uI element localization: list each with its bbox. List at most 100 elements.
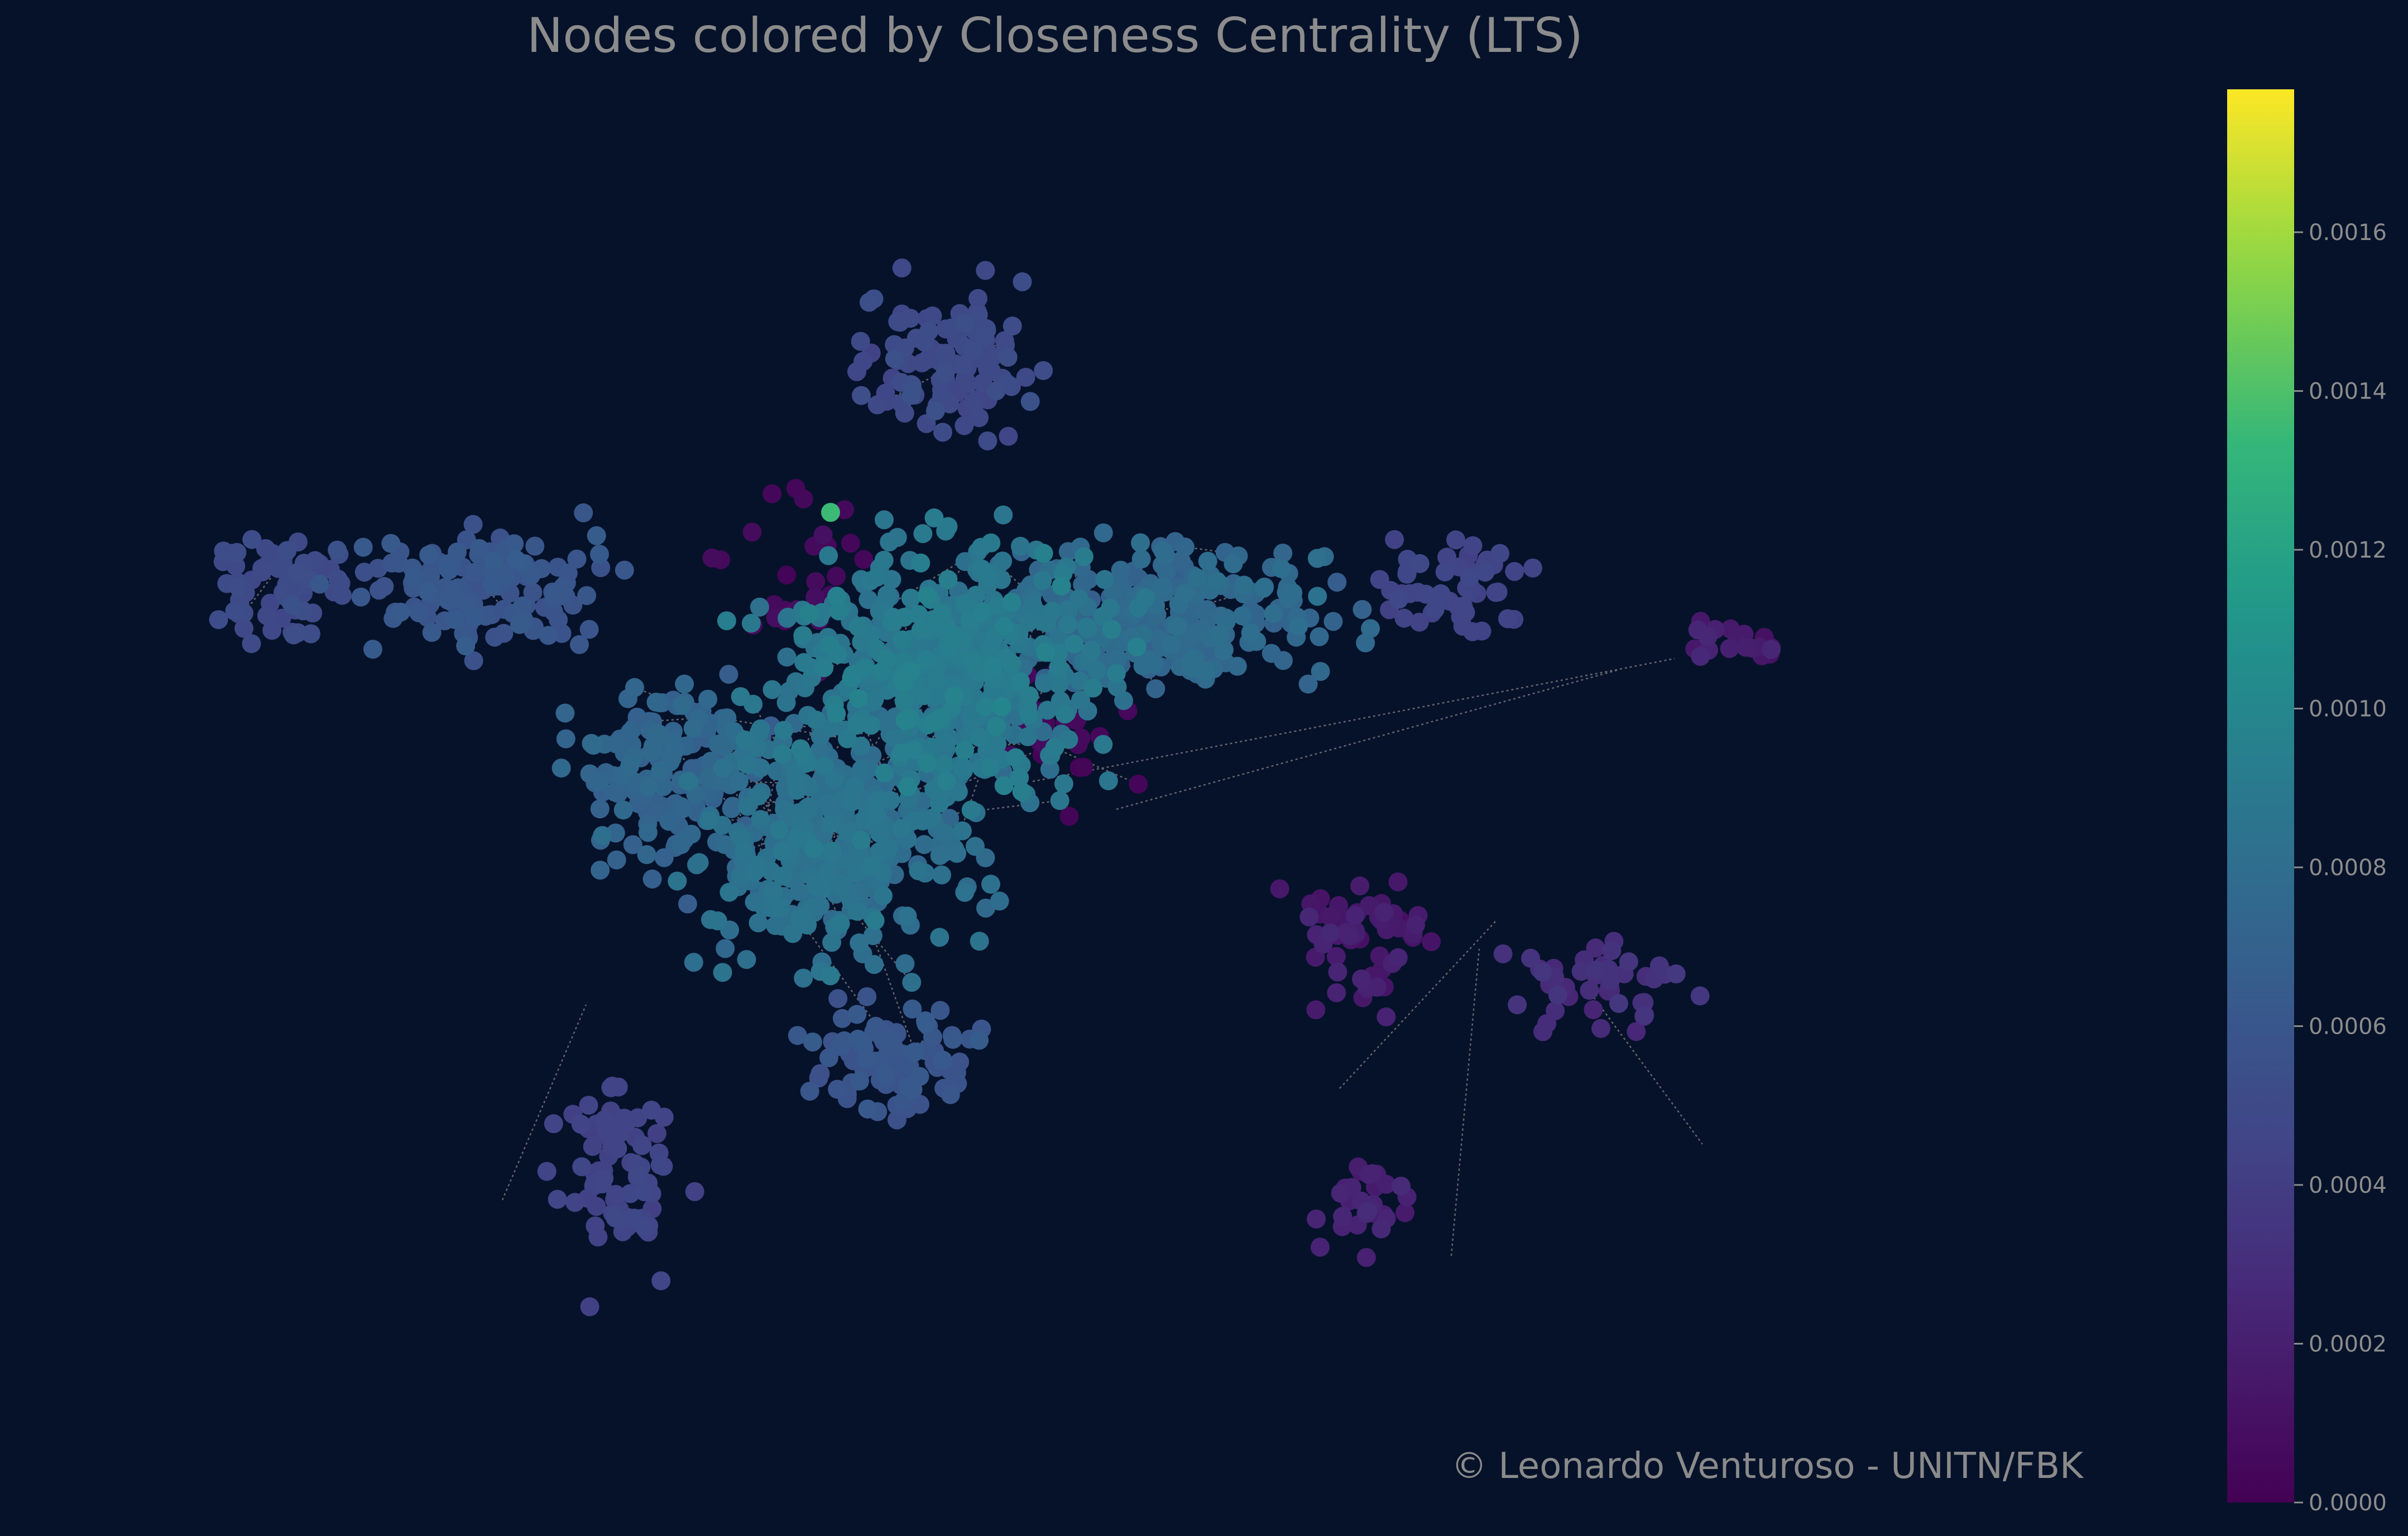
network-node	[1234, 575, 1254, 595]
network-node	[1298, 674, 1318, 694]
network-node	[963, 341, 982, 361]
network-node	[1073, 575, 1092, 594]
network-node	[506, 550, 526, 569]
network-node	[1232, 606, 1252, 626]
network-node	[734, 842, 754, 861]
network-node	[1264, 604, 1283, 623]
network-node	[623, 835, 642, 855]
network-node	[1108, 649, 1128, 669]
network-node	[834, 1031, 854, 1050]
network-node	[1064, 634, 1084, 654]
network-node	[1011, 536, 1030, 556]
network-node	[952, 821, 972, 841]
network-node	[577, 586, 597, 606]
network-node	[842, 668, 861, 688]
network-node	[1326, 947, 1346, 966]
network-node	[895, 711, 915, 730]
network-node	[777, 647, 797, 667]
network-node	[1283, 583, 1303, 603]
network-node	[862, 856, 881, 876]
network-node	[851, 332, 870, 351]
network-node	[1019, 705, 1039, 724]
network-node	[571, 1115, 591, 1134]
colorbar-tick-label: 0.0000	[2309, 1490, 2387, 1516]
network-node	[876, 1065, 895, 1084]
network-node	[553, 577, 573, 597]
network-node	[1371, 1219, 1391, 1239]
network-node	[1049, 657, 1068, 677]
network-node	[773, 745, 792, 764]
network-node	[642, 869, 662, 889]
network-node	[601, 1078, 621, 1097]
network-node	[790, 908, 809, 928]
network-node	[354, 563, 374, 582]
network-node	[422, 623, 442, 642]
network-node	[1360, 896, 1379, 915]
network-node	[439, 560, 459, 580]
network-node	[1363, 1164, 1382, 1183]
network-node	[613, 800, 633, 820]
network-node	[1102, 620, 1121, 639]
network-node	[1129, 774, 1148, 794]
colorbar-gradient	[2227, 89, 2294, 1503]
network-node	[749, 913, 768, 933]
network-node	[882, 570, 901, 589]
network-node	[800, 1082, 819, 1101]
network-node	[981, 757, 1000, 777]
network-node	[284, 625, 303, 645]
network-node	[646, 693, 666, 712]
network-node	[857, 987, 877, 1006]
network-node	[1352, 969, 1371, 988]
network-node	[835, 500, 855, 520]
network-node	[1071, 690, 1090, 710]
network-node	[981, 875, 1000, 894]
network-node	[719, 665, 738, 684]
network-node	[1213, 641, 1232, 661]
network-node	[586, 1216, 605, 1236]
network-node	[228, 577, 248, 597]
network-node	[722, 799, 741, 818]
network-node	[936, 823, 955, 843]
network-node	[783, 924, 803, 943]
network-node	[961, 800, 981, 820]
copyright-text: © Leonardo Venturoso - UNITN/FBK	[1451, 1446, 2084, 1487]
network-node	[463, 515, 483, 534]
network-node	[328, 540, 347, 560]
node-layer	[209, 258, 1781, 1317]
network-node	[555, 703, 575, 723]
network-node	[874, 886, 893, 905]
network-node	[1273, 544, 1293, 563]
network-node	[932, 865, 951, 885]
network-node	[776, 693, 796, 712]
network-node	[849, 846, 869, 865]
network-node	[970, 1030, 989, 1050]
network-node	[814, 658, 834, 678]
network-node	[901, 588, 920, 608]
network-node	[580, 1297, 599, 1317]
network-node	[822, 841, 842, 861]
network-node	[1224, 554, 1243, 574]
network-node	[992, 697, 1011, 717]
network-node	[963, 392, 983, 412]
network-node	[936, 343, 956, 363]
network-node	[879, 839, 898, 858]
network-node	[954, 416, 974, 435]
network-node	[880, 1030, 899, 1049]
network-node	[1034, 544, 1053, 563]
network-node	[1388, 948, 1408, 967]
network-node	[1328, 962, 1347, 982]
network-node	[856, 1049, 876, 1069]
network-node	[1002, 593, 1021, 612]
network-node	[1416, 584, 1436, 604]
network-node	[865, 911, 885, 930]
network-node	[684, 953, 703, 972]
network-node	[242, 634, 261, 654]
network-node	[353, 537, 373, 557]
network-node	[1374, 903, 1394, 922]
network-node	[842, 793, 861, 812]
network-node	[591, 861, 610, 880]
network-node	[913, 524, 933, 544]
network-node	[1321, 923, 1340, 943]
network-node	[937, 733, 956, 753]
network-node	[1388, 872, 1408, 892]
